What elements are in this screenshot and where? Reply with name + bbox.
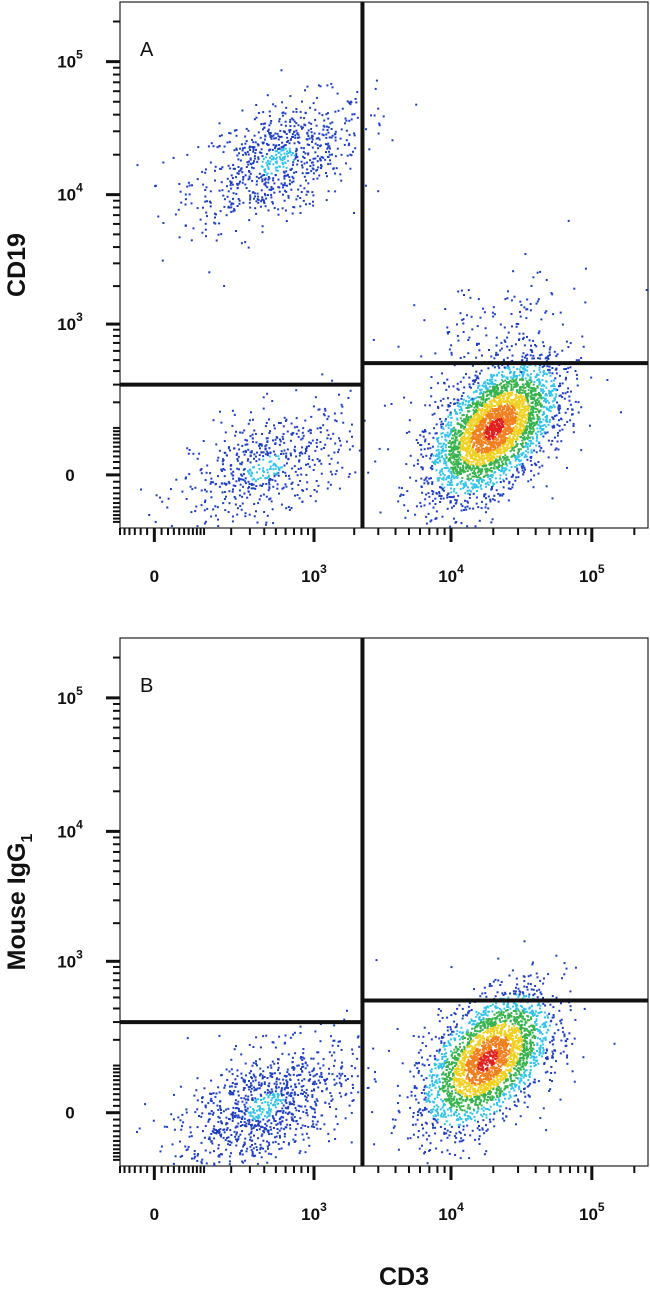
y-tick-label: 105 xyxy=(57,684,83,708)
scatter-points xyxy=(136,940,616,1166)
y-tick-label: 0 xyxy=(65,466,74,485)
x-tick-label: 104 xyxy=(438,1200,464,1224)
scatter-points xyxy=(136,69,648,528)
x-tick-label: 103 xyxy=(301,1200,327,1224)
y-tick-label: 0 xyxy=(65,1104,74,1123)
x-tick-label: 104 xyxy=(438,562,464,586)
x-tick-label: 0 xyxy=(150,567,159,586)
plot-panel-a: 0 103 104 105 0 103 104 105 A CD19 xyxy=(3,1,649,586)
y-tick-label: 104 xyxy=(57,181,83,205)
y-minor-ticks xyxy=(113,20,120,523)
y-tick-label: 103 xyxy=(57,310,83,334)
y-minor-ticks xyxy=(113,656,120,1161)
x-tick-label: 0 xyxy=(150,1205,159,1224)
x-tick-label: 105 xyxy=(579,562,605,586)
panel-label: B xyxy=(140,675,153,697)
x-minor-ticks xyxy=(119,1166,636,1173)
population-1 xyxy=(140,373,390,528)
y-tick-label: 105 xyxy=(57,48,83,72)
y-axis-title: Mouse IgG1 xyxy=(3,834,36,971)
panel-label: A xyxy=(140,39,154,61)
plot-panel-b: 0 103 104 105 0 103 104 105 B Mouse IgG1 CD3 xyxy=(3,637,649,1291)
plot-frame xyxy=(119,637,649,1167)
population-1 xyxy=(373,940,616,1165)
y-tick-label: 104 xyxy=(57,817,83,841)
population-0 xyxy=(136,69,418,287)
plot-frame xyxy=(119,1,649,529)
population-2 xyxy=(379,309,622,528)
y-axis-title: CD19 xyxy=(3,233,31,297)
y-tick-label: 103 xyxy=(57,947,83,971)
population-0 xyxy=(136,959,415,1166)
x-axis-title: CD3 xyxy=(379,1263,429,1291)
population-3 xyxy=(372,219,648,405)
x-tick-label: 105 xyxy=(579,1200,605,1224)
x-tick-label: 103 xyxy=(301,562,327,586)
x-minor-ticks xyxy=(119,528,636,535)
